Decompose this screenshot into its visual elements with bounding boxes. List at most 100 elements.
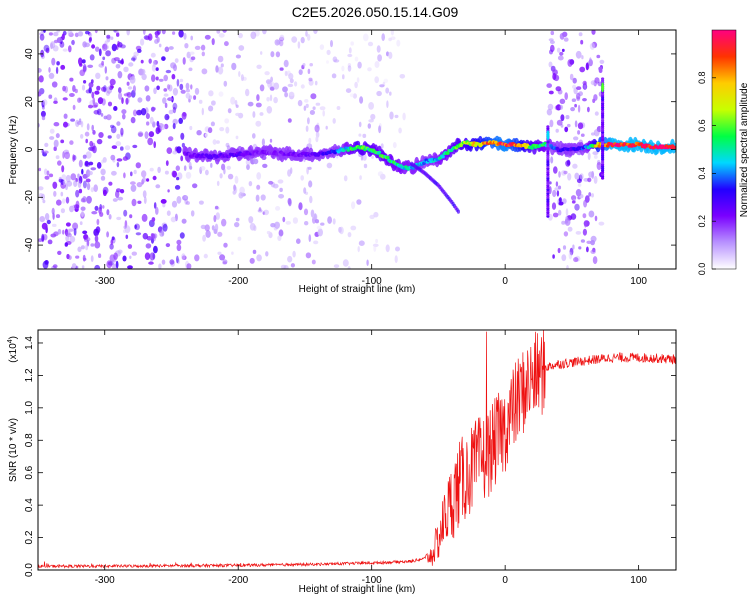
- spectrogram-ridge-core: [597, 144, 602, 148]
- spectrogram-noise-blob: [593, 129, 600, 137]
- spectrogram-noise-blob: [559, 51, 564, 56]
- spectrogram-noise-blob: [146, 178, 150, 182]
- spectrogram-noise-blob: [582, 228, 588, 236]
- spectrogram-noise-blob: [98, 132, 104, 138]
- spectrogram-noise-blob: [53, 190, 57, 197]
- spectrogram-noise-blob: [189, 125, 193, 131]
- spectrogram-noise-blob: [185, 92, 191, 99]
- spectrogram-noise-blob: [124, 145, 131, 151]
- spectrogram-noise-blob: [368, 119, 374, 123]
- spectrogram-noise-blob: [184, 195, 188, 200]
- spectrogram-noise-blob: [582, 98, 587, 102]
- spectrogram-noise-blob: [276, 39, 282, 45]
- spectrogram-noise-blob: [96, 218, 100, 226]
- spectrogram-noise-blob: [155, 127, 161, 135]
- spectrogram-noise-blob: [565, 208, 569, 217]
- spectrogram-spike: [546, 173, 550, 176]
- spectrogram-noise-blob: [568, 251, 573, 260]
- spectrogram-noise-blob: [217, 251, 222, 255]
- spectrogram-noise-blob: [310, 93, 317, 100]
- spectrogram-ridge-core: [422, 161, 426, 165]
- spectrogram-noise-blob: [596, 162, 602, 170]
- spectrogram-noise-blob: [189, 51, 195, 55]
- spectrogram-noise-blob: [111, 236, 115, 241]
- spectrogram-noise-blob: [358, 240, 365, 246]
- spectrogram-noise-blob: [275, 51, 281, 58]
- spectrogram-x-axis: -300 -200 -100 0 100: [95, 30, 647, 287]
- spectrogram-noise-blob: [106, 260, 113, 269]
- spectrogram-noise-blob: [212, 139, 217, 145]
- spectrogram-noise-blob: [68, 255, 72, 260]
- spectrogram-noise-blob: [82, 180, 87, 189]
- spectrogram-noise-blob: [155, 206, 159, 215]
- spectrogram-spike: [546, 205, 550, 209]
- spectrogram-noise-blob: [98, 48, 102, 57]
- spectrogram-noise-blob: [135, 232, 142, 236]
- spectrogram-noise-blob: [81, 84, 86, 91]
- spectrogram-noise-blob: [106, 86, 113, 94]
- spectrogram-noise-blob: [53, 122, 60, 127]
- spectrogram-noise-blob: [402, 112, 406, 121]
- spectrogram-noise-blob: [176, 255, 179, 264]
- spectrogram-noise-blob: [179, 78, 184, 83]
- spectrogram-noise-blob: [120, 189, 125, 194]
- spectrogram-noise-blob: [183, 32, 187, 40]
- spectrogram-noise-blob: [118, 92, 123, 100]
- spectrogram-noise-blob: [169, 259, 175, 265]
- colorbar-ticks: 0.0 0.2 0.4 0.6 0.8: [697, 72, 716, 275]
- spectrogram-noise-blob: [79, 69, 85, 77]
- spectrogram-noise-blob: [316, 225, 322, 230]
- spectrogram-noise-blob: [120, 44, 126, 49]
- spectrogram-spike: [546, 188, 550, 192]
- spectrogram-noise-blob: [310, 209, 315, 218]
- spectrogram-noise-blob: [43, 150, 49, 154]
- spectrogram-noise-blob: [148, 131, 155, 138]
- spectrogram-noise-blob: [181, 253, 186, 260]
- spectrogram-noise-blob: [298, 202, 303, 211]
- spectrogram-noise-blob: [549, 49, 553, 55]
- spectrogram-noise-blob: [77, 180, 82, 188]
- spectrogram-noise-blob: [557, 55, 564, 61]
- spectrogram-noise-blob: [248, 216, 254, 224]
- spectrogram-noise-blob: [118, 87, 122, 94]
- spectrogram-noise-blob: [185, 171, 192, 179]
- spectrogram-noise-blob: [52, 181, 58, 189]
- spectrogram-noise-blob: [204, 34, 211, 40]
- spectrogram-noise-blob: [109, 78, 116, 86]
- spectrogram-noise-blob: [390, 30, 394, 36]
- spectrogram-noise-blob: [256, 254, 262, 262]
- spectrogram-noise-blob: [106, 209, 110, 216]
- spectrogram-noise-blob: [77, 246, 82, 253]
- spectrogram-noise-blob: [245, 88, 250, 97]
- spectrogram-noise-blob: [246, 164, 250, 171]
- snr-background: [38, 330, 676, 570]
- spectrogram-noise-blob: [201, 107, 204, 116]
- spectrogram-noise-blob: [172, 31, 176, 35]
- spectrogram-noise-blob: [303, 187, 307, 194]
- spectrogram-noise-blob: [392, 142, 397, 149]
- spectrogram-noise-blob: [69, 77, 74, 82]
- spectrogram-noise-blob: [80, 206, 86, 211]
- spectrogram-noise-blob: [91, 91, 95, 99]
- spectrogram-noise-blob: [214, 223, 219, 232]
- spectrogram-noise-blob: [590, 239, 595, 246]
- spectrogram-noise-blob: [91, 44, 96, 49]
- spectrogram-noise-blob: [200, 224, 206, 230]
- spectrogram-noise-blob: [43, 30, 46, 33]
- spectrogram-noise-blob: [116, 133, 121, 139]
- spectrogram-noise-blob: [196, 130, 202, 136]
- spectrogram-noise-blob: [216, 30, 221, 34]
- spectrogram-noise-blob: [203, 253, 208, 259]
- spectrogram-noise-blob: [155, 34, 159, 38]
- spectrogram-noise-blob: [106, 231, 109, 238]
- spectrogram-noise-blob: [208, 105, 214, 112]
- spectrogram-noise-blob: [120, 127, 124, 136]
- spectrogram-noise-blob: [39, 33, 45, 41]
- spectrogram-noise-blob: [561, 220, 566, 225]
- spectrogram-noise-blob: [359, 175, 362, 180]
- spectrogram-noise-blob: [167, 97, 173, 102]
- spectrogram-noise-blob: [583, 199, 588, 208]
- figure-title: C2E5.2026.050.15.14.G09: [292, 4, 459, 20]
- spectrogram-noise-blob: [62, 85, 66, 92]
